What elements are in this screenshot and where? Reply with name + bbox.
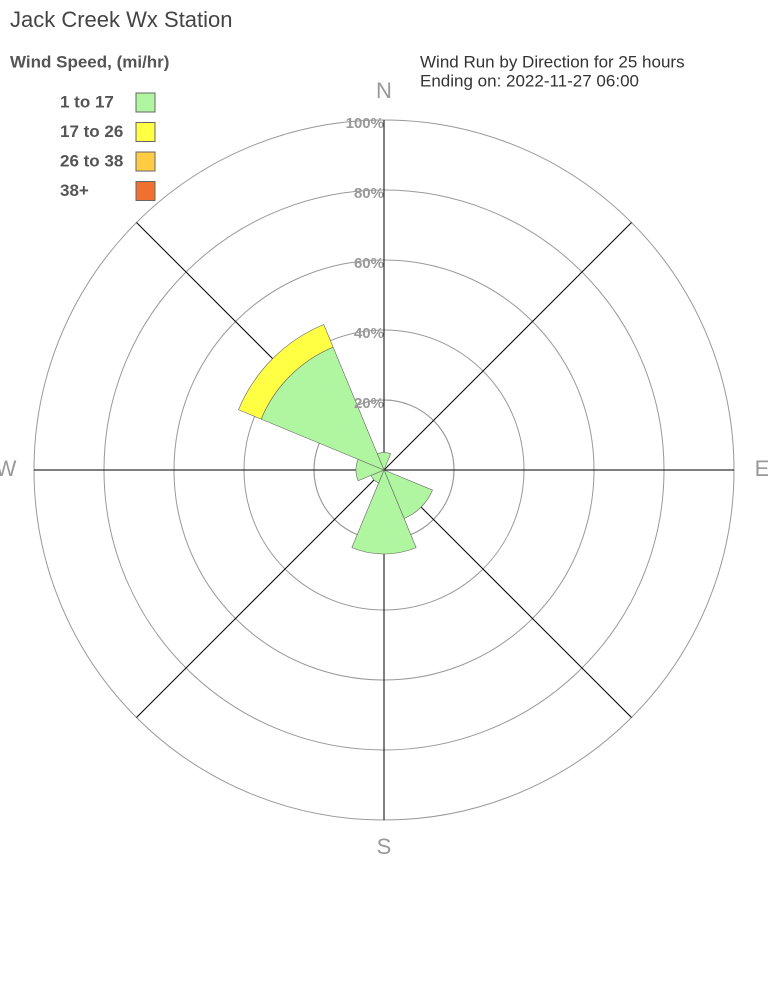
- r-tick-label: 20%: [354, 395, 384, 412]
- r-tick-label: 40%: [354, 325, 384, 342]
- wedge: [351, 469, 417, 555]
- spoke: [383, 469, 632, 718]
- compass-label: S: [377, 834, 392, 859]
- chart-title: Jack Creek Wx Station: [10, 7, 233, 32]
- compass-label: N: [376, 78, 392, 103]
- legend-label: 17 to 26: [60, 122, 123, 141]
- legend-swatch: [135, 92, 156, 113]
- compass-label: W: [0, 456, 17, 481]
- subtitle: Wind Run by Direction for 25 hours: [420, 52, 685, 71]
- legend-swatch: [135, 181, 156, 201]
- legend-title: Wind Speed, (mi/hr): [10, 52, 169, 71]
- r-tick-label: 80%: [354, 185, 384, 202]
- compass-label: E: [755, 456, 768, 481]
- wedge: [238, 324, 334, 420]
- r-tick-label: 100%: [346, 115, 384, 132]
- subtitle: Ending on: 2022-11-27 06:00: [420, 71, 639, 90]
- legend-swatch: [135, 151, 156, 172]
- legend-label: 26 to 38: [60, 151, 123, 170]
- legend-label: 38+: [60, 181, 89, 200]
- spoke: [136, 469, 385, 718]
- spoke: [383, 222, 632, 471]
- r-tick-label: 60%: [354, 255, 384, 272]
- legend-label: 1 to 17: [60, 92, 114, 111]
- legend-swatch: [135, 122, 156, 142]
